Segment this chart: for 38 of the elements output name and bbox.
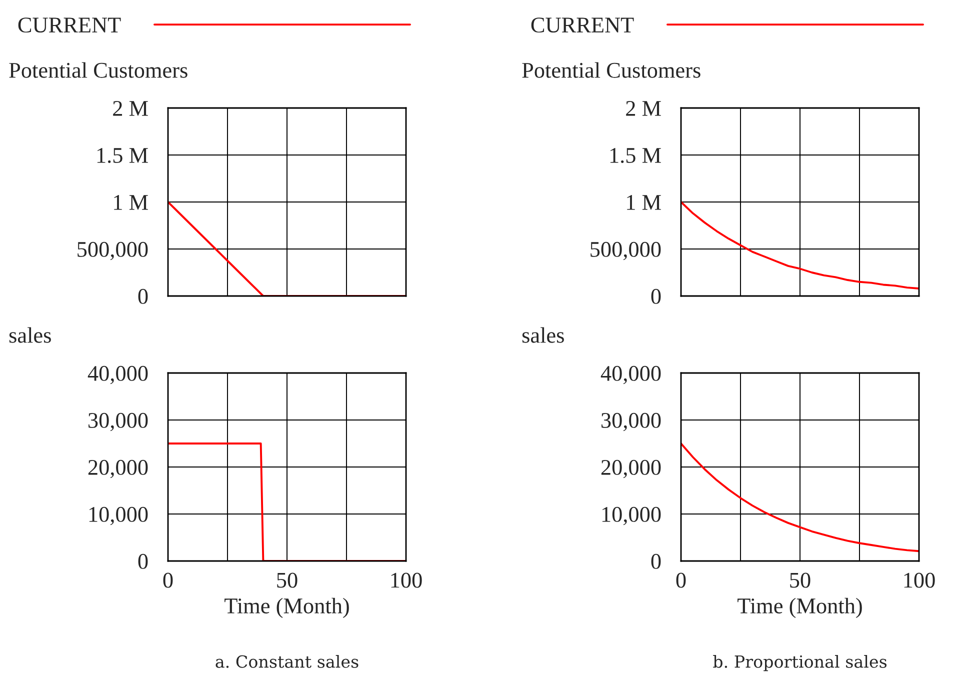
y-tick-label: 0 bbox=[138, 554, 148, 569]
y-tick-label: 1 M bbox=[114, 195, 148, 210]
y-tick-label: 500,000 bbox=[78, 242, 148, 260]
y-tick-label: 1.5 M bbox=[610, 148, 661, 164]
y-tick-label: 1.5 M bbox=[97, 148, 148, 164]
y-tick-label: 1 M bbox=[627, 195, 661, 210]
y-tick-label: 0 bbox=[138, 288, 148, 304]
x-tick-label: 0 bbox=[676, 572, 686, 588]
y-axis-title: sales bbox=[9, 327, 51, 343]
y-tick-label: 10,000 bbox=[602, 506, 661, 526]
y-tick-label: 30,000 bbox=[602, 412, 661, 432]
text: CURRENT bbox=[531, 18, 634, 33]
y-axis-title: sales bbox=[522, 327, 564, 343]
y-axis-title: Potential Customers bbox=[9, 62, 188, 78]
x-tick-label: 50 bbox=[790, 572, 810, 588]
x-tick-label: 100 bbox=[391, 572, 422, 588]
x-tick-label: 0 bbox=[163, 572, 173, 588]
y-tick-label: 40,000 bbox=[88, 366, 148, 384]
y-tick-label: 20,000 bbox=[88, 460, 148, 478]
text: CURRENT bbox=[18, 18, 121, 33]
text: a. Constant sales bbox=[216, 655, 358, 668]
y-tick-label: 2 M bbox=[113, 100, 148, 116]
x-tick-label: 50 bbox=[277, 572, 298, 588]
x-axis-title: Time (Month) bbox=[224, 598, 349, 618]
y-tick-label: 0 bbox=[651, 288, 661, 304]
x-tick-label: 100 bbox=[904, 572, 935, 588]
y-tick-label: 40,000 bbox=[600, 366, 661, 384]
y-axis-title: Potential Customers bbox=[522, 62, 700, 78]
line-series bbox=[681, 201, 919, 290]
y-tick-label: 20,000 bbox=[601, 460, 661, 478]
line-series bbox=[681, 442, 919, 552]
y-tick-label: 2 M bbox=[626, 100, 661, 116]
y-tick-label: 500,000 bbox=[590, 242, 661, 260]
y-tick-label: 0 bbox=[651, 554, 661, 569]
x-axis-title: Time (Month) bbox=[738, 598, 862, 618]
text: b. Proportional sales bbox=[713, 655, 887, 672]
y-tick-label: 30,000 bbox=[88, 412, 148, 432]
y-tick-label: 10,000 bbox=[89, 506, 148, 526]
